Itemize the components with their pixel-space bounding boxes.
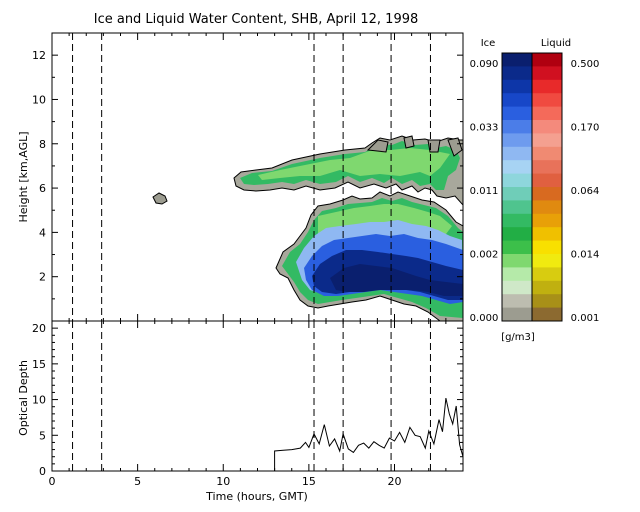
colorbar-liquid-swatch: [532, 240, 562, 255]
od-y-tick-label: 5: [39, 429, 46, 442]
colorbar-liquid-swatch: [532, 254, 562, 268]
od-y-tick-label: 10: [32, 394, 46, 407]
colorbar-ice-label: Ice: [481, 38, 496, 49]
y-tick-label: 10: [32, 93, 46, 106]
colorbar-liquid-swatch: [532, 213, 562, 228]
colorbar-liquid-swatch: [532, 160, 562, 175]
colorbar-ice-swatch: [502, 280, 532, 295]
small-echo: [152, 192, 168, 205]
y-tick-label: 6: [39, 182, 46, 195]
colorbar-ice-swatch: [502, 213, 532, 228]
chart-title: Ice and Liquid Water Content, SHB, April…: [94, 12, 419, 27]
top-x-ticks: [51, 33, 447, 321]
colorbar-ice-tick-label: 0.000: [470, 313, 499, 324]
colorbar-ice-swatch: [502, 106, 532, 121]
colorbar-ice-swatch: [502, 267, 532, 282]
od-y-tick-label: 15: [32, 358, 46, 371]
colorbar-liquid-swatch: [532, 120, 562, 134]
od-y-tick-label: 0: [39, 465, 46, 478]
colorbar-liquid-swatch: [532, 133, 562, 148]
colorbar-liquid-swatch: [532, 93, 562, 108]
y-tick-label: 8: [39, 138, 46, 151]
optical-depth-line: [52, 397, 464, 472]
optical-depth-xlabel: Time (hours, GMT): [205, 490, 308, 503]
colorbar-ice-swatch: [502, 187, 532, 201]
colorbar-ice-swatch: [502, 79, 532, 94]
od-x-tick-label: 20: [388, 475, 402, 488]
heatmap-panel: 2 4 6 8 10 12 Height [km,AGL]: [17, 32, 464, 322]
y-tick-label: 2: [39, 271, 46, 284]
optical-depth-panel: 0 5 10 15 20 0 5 10 15 20 Optical Depth Time (ho…: [17, 320, 464, 503]
od-x-tick-label: 10: [216, 475, 230, 488]
colorbar-ice-swatch: [502, 227, 532, 242]
colorbar-ice-swatch: [502, 200, 532, 215]
colorbar-liquid-swatch: [532, 53, 562, 67]
top-y-ticks: 2 4 6 8 10 12: [32, 49, 463, 300]
od-x-tick-label: 5: [134, 475, 141, 488]
colorbar-liquid-swatch: [532, 187, 562, 201]
colorbar-units: [g/m3]: [501, 332, 535, 343]
colorbar-liquid-swatch: [532, 173, 562, 188]
colorbar-liquid-swatch: [532, 267, 562, 282]
colorbar-liquid-swatch: [532, 200, 562, 215]
cloud-field: [152, 135, 463, 321]
colorbar-ice-swatch: [502, 120, 532, 134]
colorbar: Ice Liquid 0.090 0.033 0.011 0.002 0.000 0.5…: [470, 38, 600, 343]
colorbar-ice-swatch: [502, 66, 532, 81]
colorbar-liquid-swatch: [532, 307, 562, 322]
colorbar-ice-swatch: [502, 294, 532, 309]
top-time-markers: [72, 33, 431, 321]
colorbar-liquid-swatch: [532, 106, 562, 121]
colorbar-ice-swatch: [502, 160, 532, 175]
y-tick-label: 12: [32, 49, 46, 62]
colorbar-ice-tick-label: 0.033: [470, 123, 499, 134]
colorbar-liquid-swatch: [532, 294, 562, 309]
colorbar-liquid-tick-label: 0.014: [571, 250, 600, 261]
colorbar-ice-tick-label: 0.090: [470, 59, 499, 70]
colorbar-ice-tick-label: 0.002: [470, 250, 499, 261]
colorbar-liquid-label: Liquid: [541, 38, 571, 49]
colorbar-ice-swatch: [502, 133, 532, 148]
bottom-time-markers: [72, 321, 431, 471]
main-cloud-core-deep: [330, 264, 463, 296]
colorbar-ice-swatch: [502, 240, 532, 255]
colorbar-ice-ticks: 0.090 0.033 0.011 0.002 0.000: [470, 59, 499, 324]
colorbar-liquid-swatch: [532, 146, 562, 161]
colorbar-liquid-ticks: 0.500 0.170 0.064 0.014 0.001: [571, 59, 600, 324]
colorbar-ice-swatch: [502, 254, 532, 268]
od-x-tick-label: 0: [49, 475, 56, 488]
colorbar-liquid-tick-label: 0.064: [571, 186, 600, 197]
colorbar-ice-swatch: [502, 53, 532, 67]
upper-layer-highlight: [258, 148, 450, 180]
y-tick-label: 4: [39, 226, 46, 239]
upper-layer-gray-tops: [366, 135, 463, 157]
colorbar-liquid-tick-label: 0.001: [571, 313, 600, 324]
colorbar-ice-strip: [502, 53, 532, 322]
colorbar-liquid-swatch: [532, 66, 562, 81]
optical-depth-frame: [51, 320, 464, 472]
colorbar-ice-swatch: [502, 93, 532, 108]
optical-depth-ylabel: Optical Depth: [17, 360, 30, 436]
od-x-tick-label: 15: [302, 475, 316, 488]
colorbar-ice-swatch: [502, 146, 532, 161]
colorbar-liquid-strip: [501, 52, 563, 322]
colorbar-ice-tick-label: 0.011: [470, 186, 499, 197]
colorbar-ice-swatch: [502, 307, 532, 322]
bottom-y-ticks: 0 5 10 15 20: [32, 322, 463, 478]
bottom-x-ticks: 0 5 10 15 20: [49, 321, 447, 488]
od-y-tick-label: 20: [32, 322, 46, 335]
colorbar-ice-swatch: [502, 173, 532, 188]
colorbar-liquid-swatch: [532, 227, 562, 242]
colorbar-liquid-tick-label: 0.170: [571, 123, 600, 134]
colorbar-liquid-swatch: [532, 280, 562, 295]
colorbar-liquid-tick-label: 0.500: [571, 59, 600, 70]
heatmap-ylabel: Height [km,AGL]: [17, 131, 30, 222]
colorbar-liquid-swatch: [532, 79, 562, 94]
